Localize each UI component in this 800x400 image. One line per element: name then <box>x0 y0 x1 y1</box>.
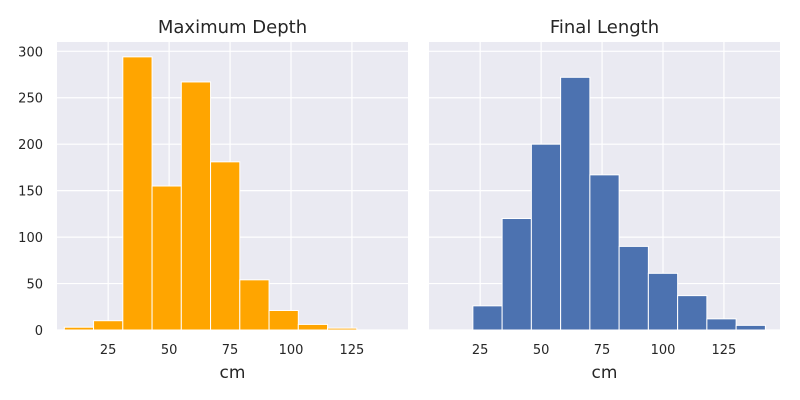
chart-title-final-length: Final Length <box>550 17 659 38</box>
x-tick-label: 25 <box>472 343 489 358</box>
bars-maximum-depth <box>63 56 358 331</box>
x-tick-label: 100 <box>279 343 304 358</box>
histogram-bar-final-length-2 <box>530 143 562 331</box>
histogram-bar-final-length-8 <box>706 318 737 331</box>
histogram-bar-maximum-depth-5 <box>210 161 241 331</box>
histogram-bar-final-length-7 <box>677 295 708 331</box>
x-ticks-final-length: 25 50 75 100 125 <box>472 343 736 358</box>
x-tick-label: 50 <box>161 343 178 358</box>
histogram-bar-maximum-depth-4 <box>180 81 212 331</box>
histogram-bar-maximum-depth-0 <box>63 326 95 331</box>
y-tick-label: 200 <box>18 138 43 153</box>
histogram-bar-final-length-5 <box>618 245 649 331</box>
y-tick-label: 100 <box>18 231 43 246</box>
y-ticks-maximum-depth: 0 50 100 150 200 250 300 <box>18 45 43 339</box>
chart-title-maximum-depth: Maximum Depth <box>158 17 307 38</box>
histogram-bar-maximum-depth-7 <box>268 309 299 331</box>
histogram-bar-final-length-4 <box>589 174 620 331</box>
x-axis-label-final-length: cm <box>592 363 618 383</box>
histogram-bar-final-length-1 <box>501 218 532 331</box>
histogram-bar-maximum-depth-6 <box>239 279 270 331</box>
histogram-bar-maximum-depth-8 <box>297 323 329 331</box>
histogram-bar-final-length-9 <box>735 324 766 331</box>
x-tick-label: 25 <box>100 343 117 358</box>
y-tick-label: 0 <box>35 324 43 339</box>
histogram-bar-maximum-depth-3 <box>151 185 182 331</box>
histogram-bar-maximum-depth-9 <box>327 327 358 331</box>
x-tick-label: 75 <box>222 343 239 358</box>
x-ticks-maximum-depth: 25 50 75 100 125 <box>100 343 364 358</box>
x-tick-label: 125 <box>712 343 737 358</box>
x-tick-label: 100 <box>651 343 676 358</box>
histogram-bar-maximum-depth-2 <box>122 56 153 331</box>
y-tick-label: 150 <box>18 185 43 200</box>
panel-maximum-depth: 25 50 75 100 125 0 50 100 150 200 250 300 Maximum … <box>18 17 408 383</box>
y-tick-label: 50 <box>26 278 43 293</box>
x-tick-label: 75 <box>594 343 611 358</box>
y-tick-label: 300 <box>18 45 43 60</box>
bars-final-length <box>472 76 766 331</box>
y-tick-label: 250 <box>18 92 43 107</box>
histogram-bar-final-length-0 <box>472 305 503 331</box>
histogram-bar-final-length-6 <box>647 272 679 331</box>
x-axis-label-maximum-depth: cm <box>220 363 246 383</box>
histogram-bar-maximum-depth-1 <box>93 320 124 331</box>
histogram-bar-final-length-3 <box>560 76 591 331</box>
x-tick-label: 50 <box>533 343 550 358</box>
panel-final-length: 25 50 75 100 125 Final Length cm <box>429 17 780 383</box>
x-tick-label: 125 <box>340 343 365 358</box>
